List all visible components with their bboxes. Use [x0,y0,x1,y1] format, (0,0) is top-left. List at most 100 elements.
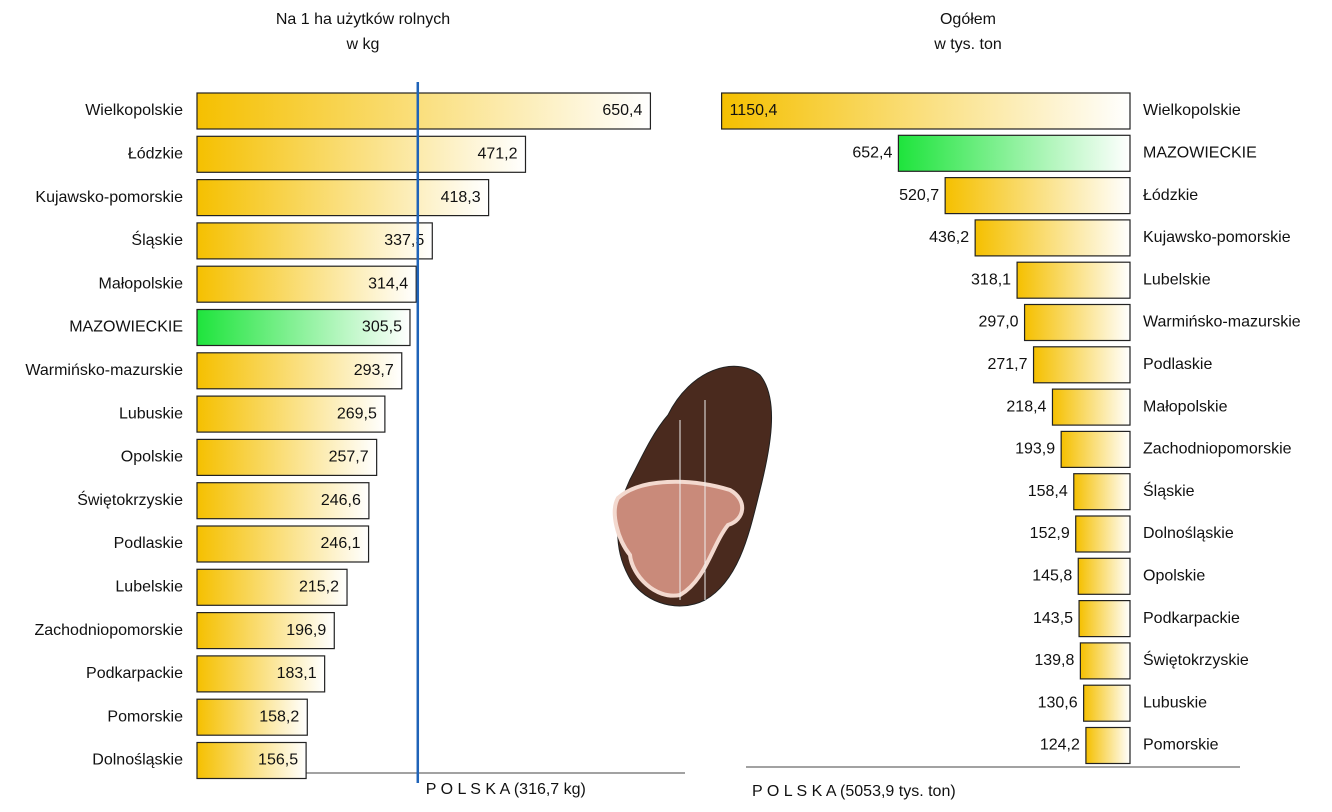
category-label: Lubelskie [115,579,183,596]
value-label: 520,7 [899,187,939,204]
value-label: 215,2 [299,579,339,596]
category-label: Dolnośląskie [92,752,183,769]
category-label: Opolskie [1143,568,1205,585]
value-label: 246,6 [321,492,361,509]
chart-title: Ogółem [940,11,996,28]
bar [1078,599,1131,638]
bar [944,177,1131,215]
bar [196,438,378,476]
bar [196,179,490,217]
category-label: Świętokrzyskie [77,490,183,509]
bar [196,222,433,260]
value-label: 418,3 [441,189,481,206]
value-label: 193,9 [1015,441,1055,458]
chart-title: Na 1 ha użytków rolnych [276,11,450,28]
value-label: 196,9 [286,622,326,639]
value-label: 652,4 [852,145,892,162]
mushroom-illustration [612,365,773,607]
value-label: 337,5 [384,232,424,249]
category-label: Opolskie [121,449,183,466]
value-label: 297,0 [979,314,1019,331]
bar [1023,303,1131,342]
bar [196,741,307,780]
category-label: Podlaskie [114,535,183,552]
bar [196,265,417,303]
value-label: 139,8 [1034,652,1074,669]
category-label: Śląskie [1143,481,1195,500]
bar [196,352,403,390]
value-label: 436,2 [929,229,969,246]
value-label: 130,6 [1038,694,1078,711]
category-label: Warmińsko-mazurskie [25,362,183,379]
value-label: 314,4 [368,275,408,292]
bar [1060,430,1131,468]
bar [1079,642,1131,680]
category-label: Kujawsko-pomorskie [35,189,183,206]
value-label: 143,5 [1033,610,1073,627]
bar [1075,515,1131,553]
value-label: 246,1 [321,535,361,552]
bar [1051,388,1131,426]
value-label: 1150,4 [730,102,778,119]
bar [196,135,527,173]
category-label: Małopolskie [99,275,184,292]
value-label: 158,4 [1028,483,1068,500]
category-label: Zachodniopomorskie [1143,441,1292,458]
reference-label: P O L S K A (316,7 kg) [426,781,586,798]
category-label: Wielkopolskie [85,102,183,119]
bar [196,92,652,130]
bar [1016,261,1131,299]
bar [1032,346,1131,384]
value-label: 471,2 [477,146,517,163]
category-label: Dolnośląskie [1143,525,1234,542]
value-label: 305,5 [362,319,402,336]
value-label: 158,2 [259,708,299,725]
category-label: Lubelskie [1143,271,1211,288]
value-label: 156,5 [258,752,298,769]
value-label: 218,4 [1006,398,1046,415]
bar [196,395,386,433]
chart-subtitle: w tys. ton [933,36,1002,53]
category-label: Świętokrzyskie [1143,650,1249,669]
value-label: 257,7 [329,449,369,466]
bar [196,655,326,693]
category-label: Łódzkie [1143,187,1198,204]
value-label: 124,2 [1040,737,1080,754]
value-label: 145,8 [1032,568,1072,585]
category-label: Zachodniopomorskie [34,622,183,639]
category-label: Małopolskie [1143,398,1228,415]
value-label: 271,7 [987,356,1027,373]
category-label: MAZOWIECKIE [69,319,183,336]
bar [196,698,308,736]
category-label: Łódzkie [128,146,183,163]
chart-subtitle: w kg [346,36,380,53]
bar [1073,473,1131,511]
category-label: Śląskie [131,230,183,249]
bar [1083,684,1131,722]
value-label: 318,1 [971,271,1011,288]
bar [721,92,1131,130]
category-label: Wielkopolskie [1143,102,1241,119]
bar [196,482,370,520]
value-label: 293,7 [354,362,394,379]
bar [1077,557,1131,595]
category-label: Pomorskie [1143,737,1219,754]
value-label: 152,9 [1030,525,1070,542]
category-label: Lubuskie [1143,694,1207,711]
value-label: 650,4 [602,102,642,119]
category-label: Lubuskie [119,405,183,422]
category-label: Warmińsko-mazurskie [1143,314,1301,331]
category-label: Podkarpackie [1143,610,1240,627]
bar [196,611,335,650]
bar [897,134,1131,172]
bar [1085,726,1131,765]
bar [196,525,370,563]
category-label: Kujawsko-pomorskie [1143,229,1291,246]
bar [196,568,348,606]
bar [196,308,411,347]
category-label: Podlaskie [1143,356,1212,373]
note: P O L S K A (5053,9 tys. ton) [752,783,956,800]
value-label: 183,1 [277,665,317,682]
